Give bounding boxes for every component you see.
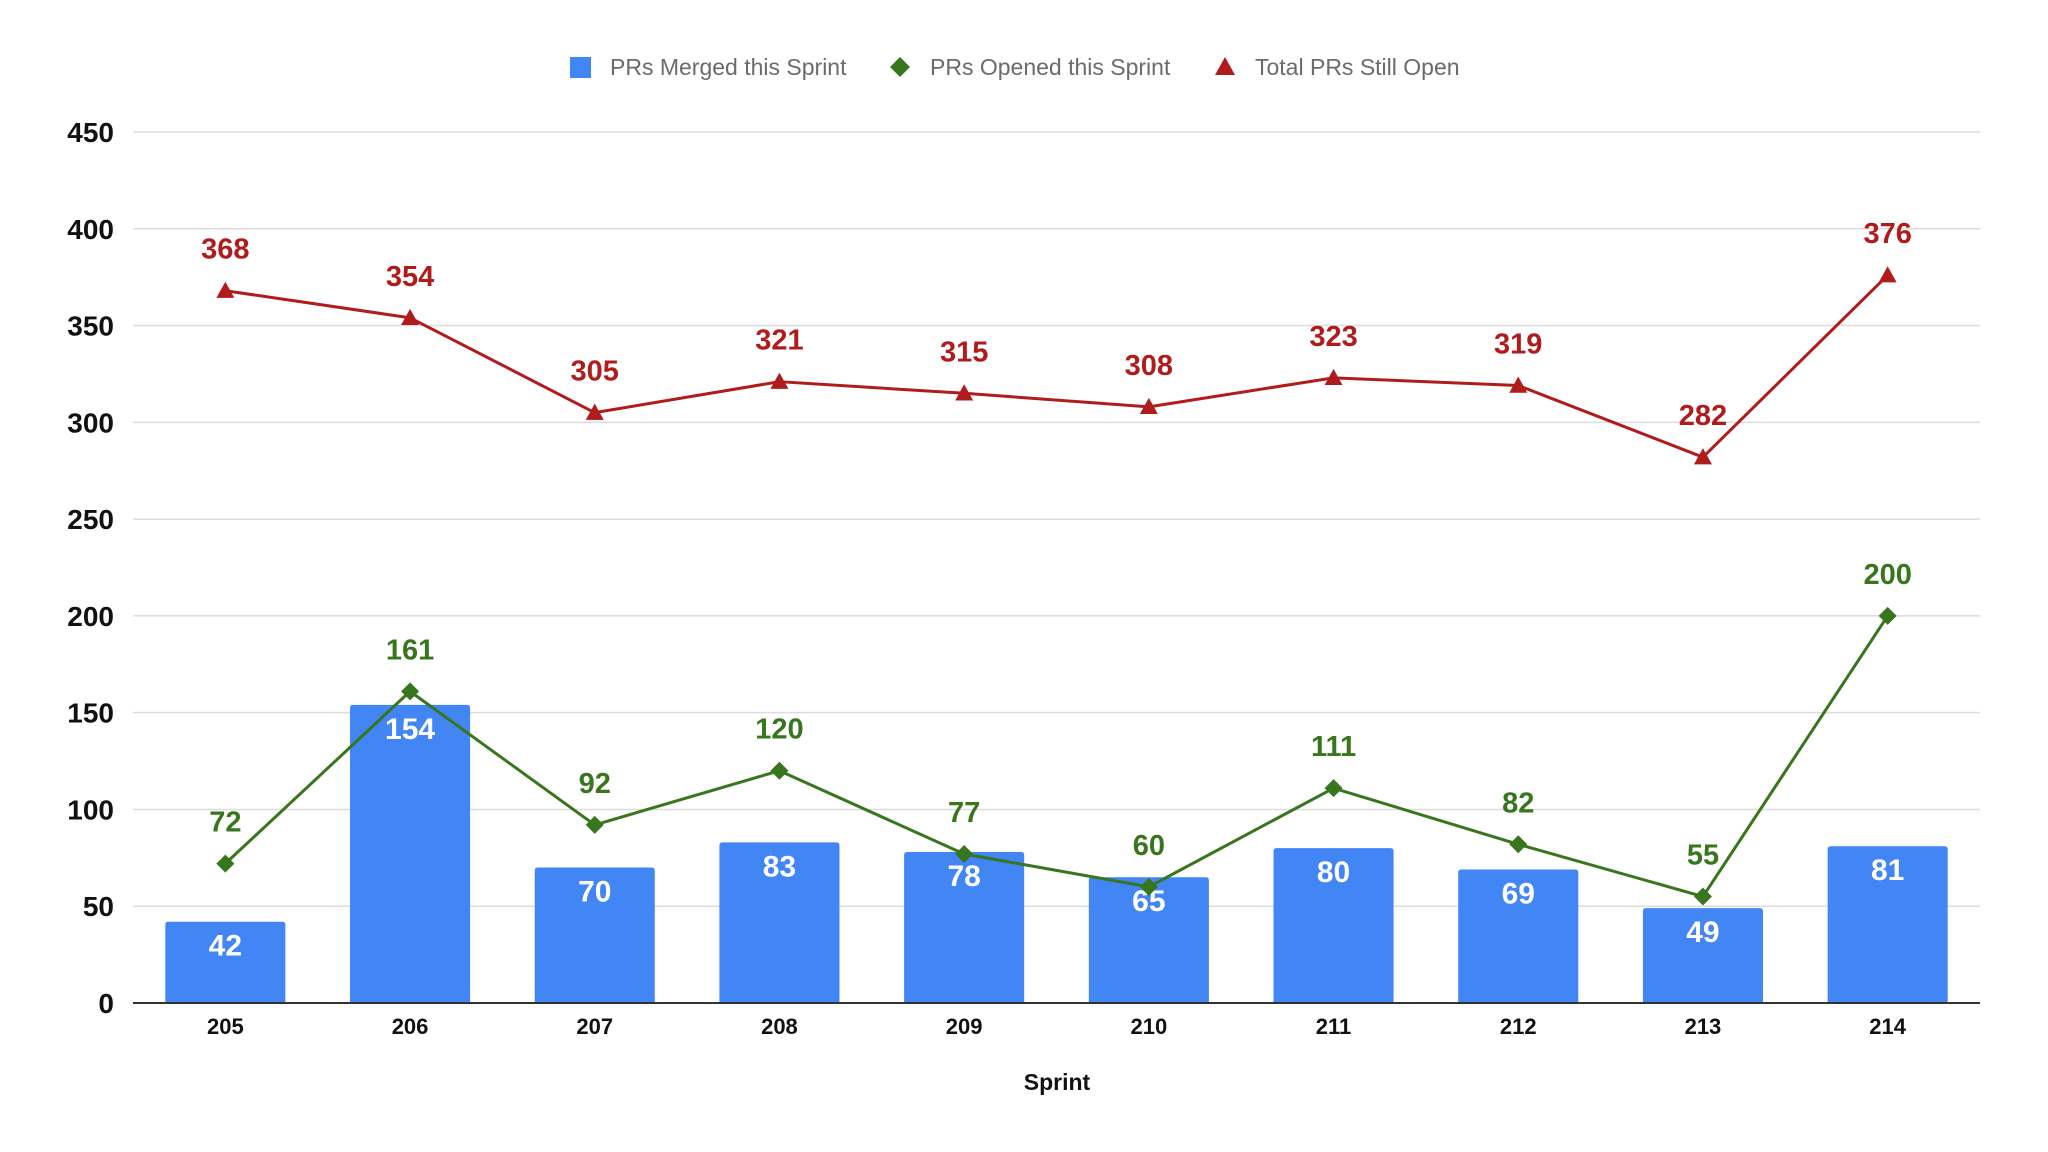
point-value-label: 282 (1679, 400, 1727, 432)
y-tick-label: 250 (67, 504, 114, 535)
diamond-marker (216, 854, 235, 873)
point-value-label: 323 (1309, 321, 1357, 353)
y-tick-label: 300 (67, 407, 114, 438)
point-value-label: 308 (1125, 350, 1173, 382)
legend-triangle-icon (1215, 57, 1235, 75)
point-value-label: 72 (209, 807, 241, 839)
x-tick-label: 214 (1869, 1014, 1906, 1039)
diamond-marker (1878, 606, 1897, 625)
legend: PRs Merged this Sprint PRs Opened this Sp… (570, 54, 1460, 80)
point-value-label: 120 (755, 714, 803, 746)
point-value-label: 376 (1863, 218, 1911, 250)
point-value-label: 92 (579, 768, 611, 800)
x-axis-title: Sprint (1024, 1069, 1091, 1095)
bar-value-label: 81 (1871, 854, 1904, 887)
bar-value-label: 69 (1502, 877, 1535, 910)
triangle-marker (585, 403, 604, 420)
y-tick-label: 100 (67, 794, 114, 825)
bar (1827, 846, 1948, 1003)
legend-square-icon (570, 57, 591, 78)
triangle-marker (770, 372, 789, 389)
point-value-label: 55 (1687, 840, 1719, 872)
x-tick-label: 208 (761, 1014, 798, 1039)
bar-value-label: 83 (763, 850, 796, 883)
bar (1458, 869, 1579, 1003)
bar (1642, 908, 1763, 1003)
x-tick-label: 207 (576, 1014, 613, 1039)
x-tick-label: 213 (1685, 1014, 1722, 1039)
legend-diamond-icon (890, 57, 910, 77)
bar (719, 842, 840, 1003)
triangle-marker (401, 308, 420, 326)
y-tick-label: 350 (67, 311, 114, 342)
y-tick-label: 150 (67, 698, 114, 729)
diamond-marker (1324, 779, 1343, 798)
triangle-marker (1693, 448, 1712, 465)
bar-value-label: 154 (385, 713, 435, 746)
y-tick-label: 400 (67, 214, 114, 245)
bar (1273, 848, 1394, 1003)
diamond-marker (1509, 835, 1528, 854)
bar (1088, 877, 1209, 1003)
bar (534, 867, 655, 1003)
bar-value-label: 49 (1686, 916, 1719, 949)
bar (165, 921, 286, 1003)
triangle-marker (955, 384, 974, 401)
point-value-label: 82 (1502, 787, 1534, 819)
series-line (225, 274, 1889, 459)
diamond-marker (401, 682, 420, 701)
bar (350, 704, 471, 1003)
y-tick-label: 50 (83, 891, 114, 922)
point-value-label: 315 (940, 336, 988, 368)
point-value-label: 77 (948, 797, 980, 829)
point-value-label: 305 (571, 356, 619, 388)
diamond-marker (585, 815, 604, 834)
x-tick-label: 212 (1500, 1014, 1537, 1039)
point-value-label: 60 (1133, 830, 1165, 862)
diamond-marker (1693, 887, 1712, 906)
diamond-marker (955, 844, 974, 863)
triangle-marker (1324, 368, 1343, 386)
triangle-marker (1509, 376, 1528, 393)
bar (904, 852, 1025, 1003)
point-value-label: 111 (1311, 731, 1356, 763)
legend-label: PRs Opened this Sprint (930, 54, 1171, 80)
x-tick-label: 206 (392, 1014, 429, 1039)
bar-value-label: 78 (947, 860, 980, 893)
x-tick-label: 210 (1130, 1014, 1167, 1039)
point-value-label: 319 (1494, 329, 1542, 361)
legend-label: Total PRs Still Open (1255, 54, 1460, 80)
legend-label: PRs Merged this Sprint (610, 54, 847, 80)
x-tick-label: 209 (946, 1014, 983, 1039)
triangle-marker (1878, 266, 1897, 283)
triangle-marker (1139, 397, 1158, 415)
diamond-marker (770, 761, 789, 780)
point-value-label: 354 (386, 261, 434, 293)
y-tick-label: 0 (98, 988, 114, 1019)
diamond-marker (1139, 877, 1158, 896)
point-value-label: 368 (201, 234, 249, 266)
bar-value-label: 80 (1317, 856, 1350, 889)
x-tick-label: 211 (1316, 1014, 1352, 1039)
triangle-marker (216, 281, 235, 298)
x-axis: 205 206 207 208 209 210 211 212 213 214 (133, 1002, 1980, 1039)
y-tick-label: 450 (67, 117, 114, 148)
point-value-label: 321 (755, 325, 803, 357)
x-tick-label: 205 (207, 1014, 244, 1039)
y-tick-label: 200 (67, 601, 114, 632)
point-value-label: 200 (1863, 559, 1911, 591)
bar-value-label: 42 (209, 930, 242, 963)
line-series: 72 161 92 120 77 60 111 82 55 200 368 354 305 321 315 3… (201, 218, 1912, 906)
bar-value-label: 70 (578, 876, 611, 909)
y-axis: 0 50 100 150 200 250 300 350 400 450 (67, 117, 114, 1019)
series-line (224, 615, 1889, 899)
point-value-label: 161 (386, 634, 434, 666)
